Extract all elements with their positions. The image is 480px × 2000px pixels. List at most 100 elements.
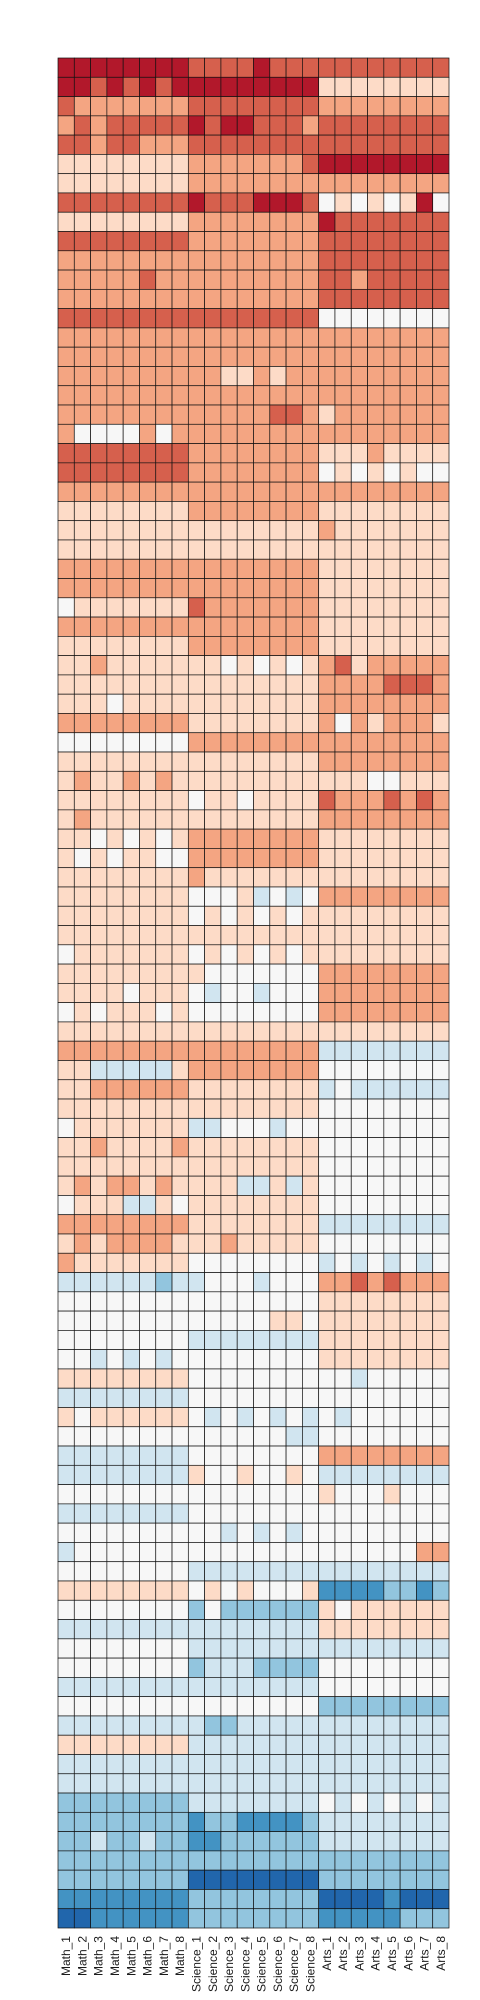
heatmap-cell-r46-science-7 xyxy=(285,925,303,946)
heatmap-cell-r59-science-8 xyxy=(302,1175,320,1196)
heatmap-cell-r82-science-5 xyxy=(253,1619,271,1640)
heatmap-cell-r71-math-5 xyxy=(122,1407,140,1428)
heatmap-cell-r57-arts-3 xyxy=(350,1137,368,1158)
heatmap-cell-r92-science-2 xyxy=(204,1811,222,1832)
heatmap-cell-r11-arts-7 xyxy=(416,250,434,271)
heatmap-cell-r91-arts-4 xyxy=(367,1792,385,1813)
heatmap-cell-r78-science-8 xyxy=(302,1542,320,1563)
heatmap-cell-r3-arts-1 xyxy=(318,96,336,117)
heatmap-cell-r63-math-1 xyxy=(57,1252,75,1273)
heatmap-cell-r61-math-8 xyxy=(171,1214,189,1235)
heatmap-cell-r53-arts-2 xyxy=(334,1060,352,1081)
heatmap-cell-r59-arts-1 xyxy=(318,1175,336,1196)
heatmap-cell-r61-science-6 xyxy=(269,1214,287,1235)
heatmap-cell-r19-science-7 xyxy=(285,404,303,425)
heatmap-cell-r25-arts-8 xyxy=(432,520,450,541)
heatmap-cell-r65-arts-3 xyxy=(350,1291,368,1312)
heatmap-cell-r19-math-8 xyxy=(171,404,189,425)
heatmap-cell-r64-arts-4 xyxy=(367,1272,385,1293)
heatmap-cell-r53-math-8 xyxy=(171,1060,189,1081)
heatmap-cell-r60-arts-6 xyxy=(399,1195,417,1216)
heatmap-cell-r97-math-5 xyxy=(122,1908,140,1929)
heatmap-cell-r39-science-7 xyxy=(285,790,303,811)
heatmap-cell-r80-arts-6 xyxy=(399,1580,417,1601)
heatmap-cell-r23-math-6 xyxy=(139,481,157,502)
heatmap-cell-r51-science-7 xyxy=(285,1021,303,1042)
heatmap-cell-r91-science-5 xyxy=(253,1792,271,1813)
heatmap-cell-r7-science-4 xyxy=(236,173,254,194)
heatmap-cell-r97-science-3 xyxy=(220,1908,238,1929)
heatmap-cell-r93-arts-5 xyxy=(383,1831,401,1852)
heatmap-cell-r70-science-4 xyxy=(236,1387,254,1408)
heatmap-cell-r73-arts-3 xyxy=(350,1445,368,1466)
heatmap-cell-r18-math-3 xyxy=(90,385,108,406)
heatmap-cell-r22-arts-7 xyxy=(416,462,434,483)
heatmap-cell-r2-science-4 xyxy=(236,76,254,97)
heatmap-cell-r88-math-7 xyxy=(155,1734,173,1755)
heatmap-cell-r22-arts-3 xyxy=(350,462,368,483)
heatmap-cell-r20-science-1 xyxy=(187,423,205,444)
heatmap-cell-r3-arts-2 xyxy=(334,96,352,117)
heatmap-cell-r38-math-6 xyxy=(139,770,157,791)
heatmap-cell-r6-science-6 xyxy=(269,154,287,175)
heatmap-cell-r50-science-3 xyxy=(220,1002,238,1023)
heatmap-cell-r15-arts-2 xyxy=(334,327,352,348)
heatmap-cell-r92-arts-6 xyxy=(399,1811,417,1832)
heatmap-cell-r29-math-2 xyxy=(73,597,91,618)
heatmap-cell-r97-math-2 xyxy=(73,1908,91,1929)
heatmap-cell-r73-science-5 xyxy=(253,1445,271,1466)
heatmap-cell-r57-science-4 xyxy=(236,1137,254,1158)
heatmap-cell-r10-math-3 xyxy=(90,231,108,252)
heatmap-cell-r95-math-8 xyxy=(171,1869,189,1890)
heatmap-cell-r77-science-6 xyxy=(269,1522,287,1543)
heatmap-cell-r16-math-2 xyxy=(73,346,91,367)
heatmap-cell-r40-math-8 xyxy=(171,809,189,830)
heatmap-cell-r63-math-5 xyxy=(122,1252,140,1273)
heatmap-cell-r23-arts-4 xyxy=(367,481,385,502)
heatmap-cell-r52-arts-4 xyxy=(367,1040,385,1061)
heatmap-cell-r30-arts-6 xyxy=(399,616,417,637)
heatmap-cell-r85-science-3 xyxy=(220,1677,238,1698)
heatmap-cell-r77-math-4 xyxy=(106,1522,124,1543)
heatmap-cell-r33-arts-7 xyxy=(416,674,434,695)
heatmap-cell-r3-science-4 xyxy=(236,96,254,117)
x-tick-label-arts-4: Arts_4 xyxy=(369,1936,383,1971)
heatmap-cell-r39-math-1 xyxy=(57,790,75,811)
heatmap-cell-r24-science-2 xyxy=(204,501,222,522)
heatmap-cell-r42-science-2 xyxy=(204,848,222,869)
heatmap-cell-r82-science-2 xyxy=(204,1619,222,1640)
heatmap-cell-r2-math-2 xyxy=(73,76,91,97)
heatmap-cell-r77-science-1 xyxy=(187,1522,205,1543)
heatmap-cell-r19-science-8 xyxy=(302,404,320,425)
heatmap-cell-r21-science-1 xyxy=(187,443,205,464)
heatmap-cell-r58-math-6 xyxy=(139,1156,157,1177)
heatmap-cell-r44-science-3 xyxy=(220,886,238,907)
heatmap-cell-r95-math-6 xyxy=(139,1869,157,1890)
heatmap-cell-r57-arts-8 xyxy=(432,1137,450,1158)
heatmap-cell-r96-science-7 xyxy=(285,1889,303,1910)
heatmap-cell-r66-science-2 xyxy=(204,1310,222,1331)
heatmap-cell-r67-science-3 xyxy=(220,1330,238,1350)
heatmap-cell-r97-arts-8 xyxy=(432,1908,450,1929)
heatmap-cell-r23-science-4 xyxy=(236,481,254,502)
heatmap-cell-r47-science-8 xyxy=(302,944,320,965)
heatmap-cell-r7-arts-2 xyxy=(334,173,352,194)
heatmap-cell-r62-math-7 xyxy=(155,1233,173,1254)
heatmap-cell-r5-science-2 xyxy=(204,134,222,155)
heatmap-cell-r25-math-8 xyxy=(171,520,189,541)
heatmap-cell-r31-arts-8 xyxy=(432,635,450,656)
heatmap-cell-r25-science-7 xyxy=(285,520,303,541)
heatmap-cell-r15-science-2 xyxy=(204,327,222,348)
heatmap-cell-r7-science-3 xyxy=(220,173,238,194)
heatmap-cell-r52-arts-2 xyxy=(334,1040,352,1061)
heatmap-cell-r29-science-8 xyxy=(302,597,320,618)
heatmap-cell-r29-arts-2 xyxy=(334,597,352,618)
heatmap-cell-r4-science-6 xyxy=(269,115,287,136)
heatmap-cell-r84-arts-1 xyxy=(318,1657,336,1678)
heatmap-cell-r55-math-5 xyxy=(122,1098,140,1119)
heatmap-cell-r93-arts-3 xyxy=(350,1831,368,1852)
heatmap-cell-r38-arts-3 xyxy=(350,770,368,791)
heatmap-cell-r37-science-5 xyxy=(253,751,271,772)
heatmap-cell-r16-math-1 xyxy=(57,346,75,367)
heatmap-cell-r67-math-6 xyxy=(139,1330,157,1350)
